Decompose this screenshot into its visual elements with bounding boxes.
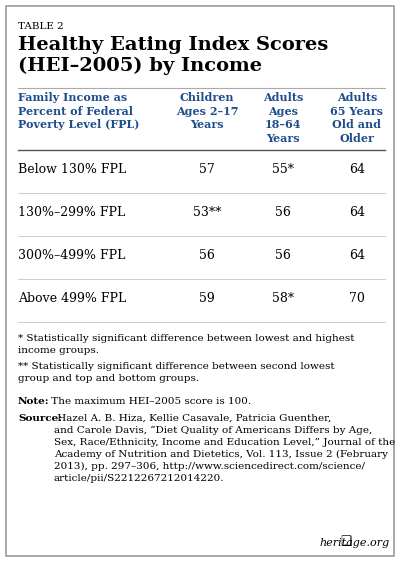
Text: heritage.org: heritage.org bbox=[320, 538, 390, 548]
Text: 64: 64 bbox=[349, 249, 365, 262]
Text: 58*: 58* bbox=[272, 292, 294, 305]
Text: The maximum HEI–2005 score is 100.: The maximum HEI–2005 score is 100. bbox=[48, 397, 251, 406]
Text: * Statistically significant difference between lowest and highest
income groups.: * Statistically significant difference b… bbox=[18, 334, 354, 355]
Text: Healthy Eating Index Scores: Healthy Eating Index Scores bbox=[18, 36, 328, 54]
Text: Source:: Source: bbox=[18, 414, 62, 423]
Text: 70: 70 bbox=[349, 292, 365, 305]
Text: ** Statistically significant difference between second lowest
group and top and : ** Statistically significant difference … bbox=[18, 362, 335, 383]
Text: Above 499% FPL: Above 499% FPL bbox=[18, 292, 126, 305]
Text: 57: 57 bbox=[199, 163, 215, 176]
Text: Adults
Ages
18–64
Years: Adults Ages 18–64 Years bbox=[263, 92, 303, 144]
Text: 56: 56 bbox=[275, 206, 291, 219]
Text: Children
Ages 2–17
Years: Children Ages 2–17 Years bbox=[176, 92, 238, 130]
Text: 56: 56 bbox=[199, 249, 215, 262]
Text: 56: 56 bbox=[275, 249, 291, 262]
Text: Below 130% FPL: Below 130% FPL bbox=[18, 163, 126, 176]
Text: 59: 59 bbox=[199, 292, 215, 305]
Text: ❑: ❑ bbox=[340, 535, 351, 548]
Text: 300%–499% FPL: 300%–499% FPL bbox=[18, 249, 125, 262]
Text: 55*: 55* bbox=[272, 163, 294, 176]
Text: 64: 64 bbox=[349, 163, 365, 176]
Text: 64: 64 bbox=[349, 206, 365, 219]
Text: 53**: 53** bbox=[193, 206, 221, 219]
Text: TABLE 2: TABLE 2 bbox=[18, 22, 64, 31]
Text: Family Income as
Percent of Federal
Poverty Level (FPL): Family Income as Percent of Federal Pove… bbox=[18, 92, 139, 130]
Text: Hazel A. B. Hiza, Kellie Casavale, Patricia Guenther,
and Carole Davis, “Diet Qu: Hazel A. B. Hiza, Kellie Casavale, Patri… bbox=[54, 414, 395, 483]
Text: Adults
65 Years
Old and
Older: Adults 65 Years Old and Older bbox=[330, 92, 384, 144]
Text: 130%–299% FPL: 130%–299% FPL bbox=[18, 206, 125, 219]
Text: (HEI–2005) by Income: (HEI–2005) by Income bbox=[18, 57, 262, 75]
Text: Note:: Note: bbox=[18, 397, 50, 406]
